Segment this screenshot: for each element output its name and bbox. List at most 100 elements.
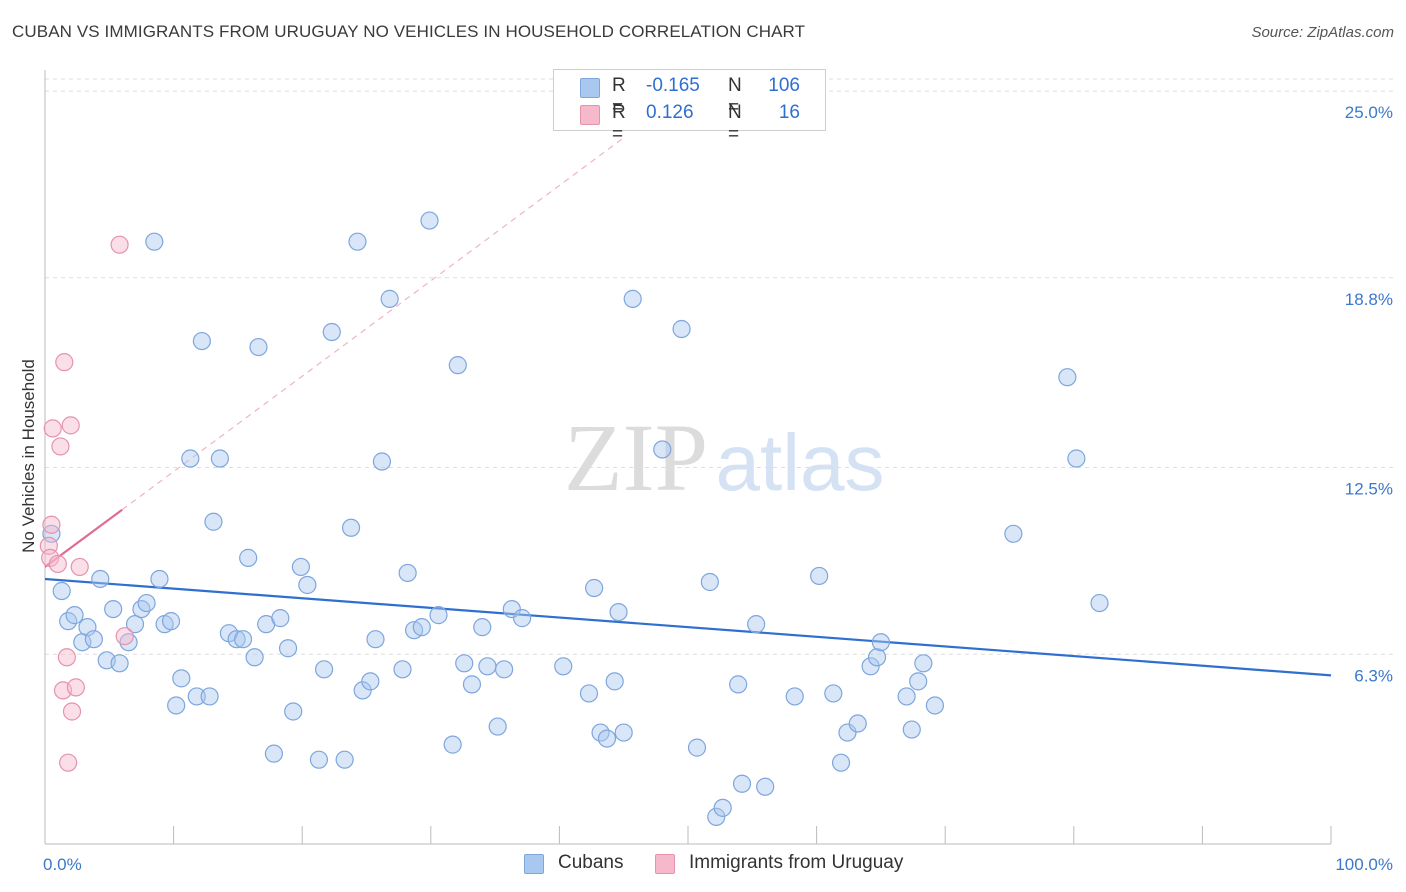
- cubans-point: [161, 612, 181, 631]
- cubans-point: [861, 657, 880, 676]
- cubans-point: [554, 657, 573, 676]
- cubans-point: [264, 744, 284, 763]
- cubans-point: [271, 609, 290, 628]
- cubans-point: [125, 615, 145, 634]
- cubans-point: [597, 729, 617, 748]
- cubans-point: [137, 593, 156, 613]
- cubans-point: [653, 440, 672, 459]
- cubans-point: [150, 569, 169, 589]
- cubans-point: [1090, 593, 1109, 613]
- uruguay-n-value: 16: [778, 102, 800, 123]
- chart-title: CUBAN VS IMMIGRANTS FROM URUGUAY NO VEHI…: [12, 22, 806, 41]
- cubans-point: [233, 630, 253, 649]
- cubans-swatch: [580, 78, 600, 98]
- cubans-point: [398, 563, 417, 583]
- cubans-point: [245, 648, 264, 667]
- cubans-point: [443, 735, 462, 754]
- cubans-point: [420, 211, 439, 230]
- cubans-point: [614, 723, 633, 742]
- x-tick-label-max: 100.0%: [1335, 855, 1393, 874]
- cubans-point: [291, 557, 311, 577]
- uruguay-point: [51, 437, 70, 456]
- cubans-point: [579, 684, 599, 703]
- y-tick-label: 18.8%: [1345, 290, 1393, 309]
- cubans-point: [309, 750, 329, 769]
- cubans-point: [455, 654, 474, 673]
- uruguay-swatch: [580, 105, 600, 125]
- cubans-point: [747, 615, 766, 634]
- cubans-point: [488, 717, 507, 736]
- cubans-point: [687, 738, 707, 757]
- cubans-point: [831, 753, 851, 772]
- uruguay-point: [66, 678, 85, 697]
- uruguay-point: [55, 353, 74, 372]
- cubans-point: [914, 654, 933, 673]
- cubans-point: [902, 720, 921, 739]
- cubans-point: [785, 687, 804, 706]
- uruguay-point: [70, 557, 89, 577]
- cubans-point: [181, 449, 200, 468]
- cubans-point: [1058, 368, 1077, 387]
- series-legend: Cubans Immigrants from Uruguay: [0, 852, 1406, 878]
- legend-cubans-label: Cubans: [558, 852, 624, 873]
- cubans-point: [412, 618, 431, 637]
- x-tick-label-min: 0.0%: [43, 855, 82, 874]
- cubans-point: [707, 807, 726, 826]
- cubans-point: [104, 599, 123, 619]
- cubans-point: [1004, 524, 1023, 543]
- cubans-point: [348, 232, 367, 251]
- cubans-point: [478, 657, 497, 676]
- cubans-point: [609, 603, 628, 622]
- cubans-point: [91, 569, 110, 589]
- cubans-r-label: R =: [612, 75, 626, 118]
- cubans-point: [204, 512, 223, 531]
- cubans-point: [729, 675, 748, 694]
- uruguay-n-label: N =: [728, 102, 742, 145]
- uruguay-point: [115, 627, 134, 646]
- legend-uruguay-swatch: [655, 854, 675, 874]
- uruguay-point: [48, 554, 67, 574]
- cubans-point: [732, 774, 752, 793]
- cubans-point: [52, 581, 71, 601]
- cubans-point: [838, 723, 857, 742]
- cubans-point: [227, 630, 246, 649]
- watermark-atlas: atlas: [716, 418, 885, 507]
- watermark-zip: ZIP: [564, 404, 708, 511]
- uruguay-point: [110, 235, 129, 254]
- cubans-point: [361, 672, 380, 691]
- stats-legend: R = -0.165 N = 106 R = 0.126 N = 16: [553, 69, 826, 145]
- cubans-point: [187, 687, 206, 706]
- uruguay-point: [62, 702, 82, 721]
- cubans-point: [145, 232, 164, 251]
- cubans-n-label: N =: [728, 75, 742, 118]
- uruguay-r-label: R =: [612, 102, 626, 145]
- cubans-point: [249, 337, 268, 357]
- cubans-point: [909, 672, 928, 691]
- cubans-n-value: 106: [768, 75, 800, 96]
- uruguay-point: [57, 648, 76, 667]
- cubans-point: [672, 319, 691, 339]
- cubans-point: [200, 687, 219, 706]
- cubans-point: [393, 660, 412, 679]
- legend-uruguay-label: Immigrants from Uruguay: [689, 852, 904, 873]
- cubans-point: [284, 702, 303, 721]
- cubans-point: [871, 633, 891, 652]
- uruguay-point: [42, 515, 61, 534]
- cubans-point: [700, 572, 719, 592]
- cubans-point: [473, 618, 492, 637]
- cubans-point: [824, 684, 843, 703]
- cubans-point: [713, 798, 732, 817]
- cubans-point: [278, 639, 298, 658]
- uruguay-point: [43, 419, 62, 438]
- cubans-point: [429, 606, 448, 625]
- cubans-point: [65, 606, 84, 625]
- cubans-point: [1067, 449, 1086, 468]
- cubans-point: [448, 356, 467, 375]
- trend-line-0: [44, 577, 1332, 677]
- cubans-point: [366, 630, 385, 649]
- uruguay-point: [61, 416, 80, 435]
- cubans-point: [585, 578, 604, 598]
- legend-cubans-swatch: [524, 854, 544, 874]
- cubans-point: [239, 548, 258, 567]
